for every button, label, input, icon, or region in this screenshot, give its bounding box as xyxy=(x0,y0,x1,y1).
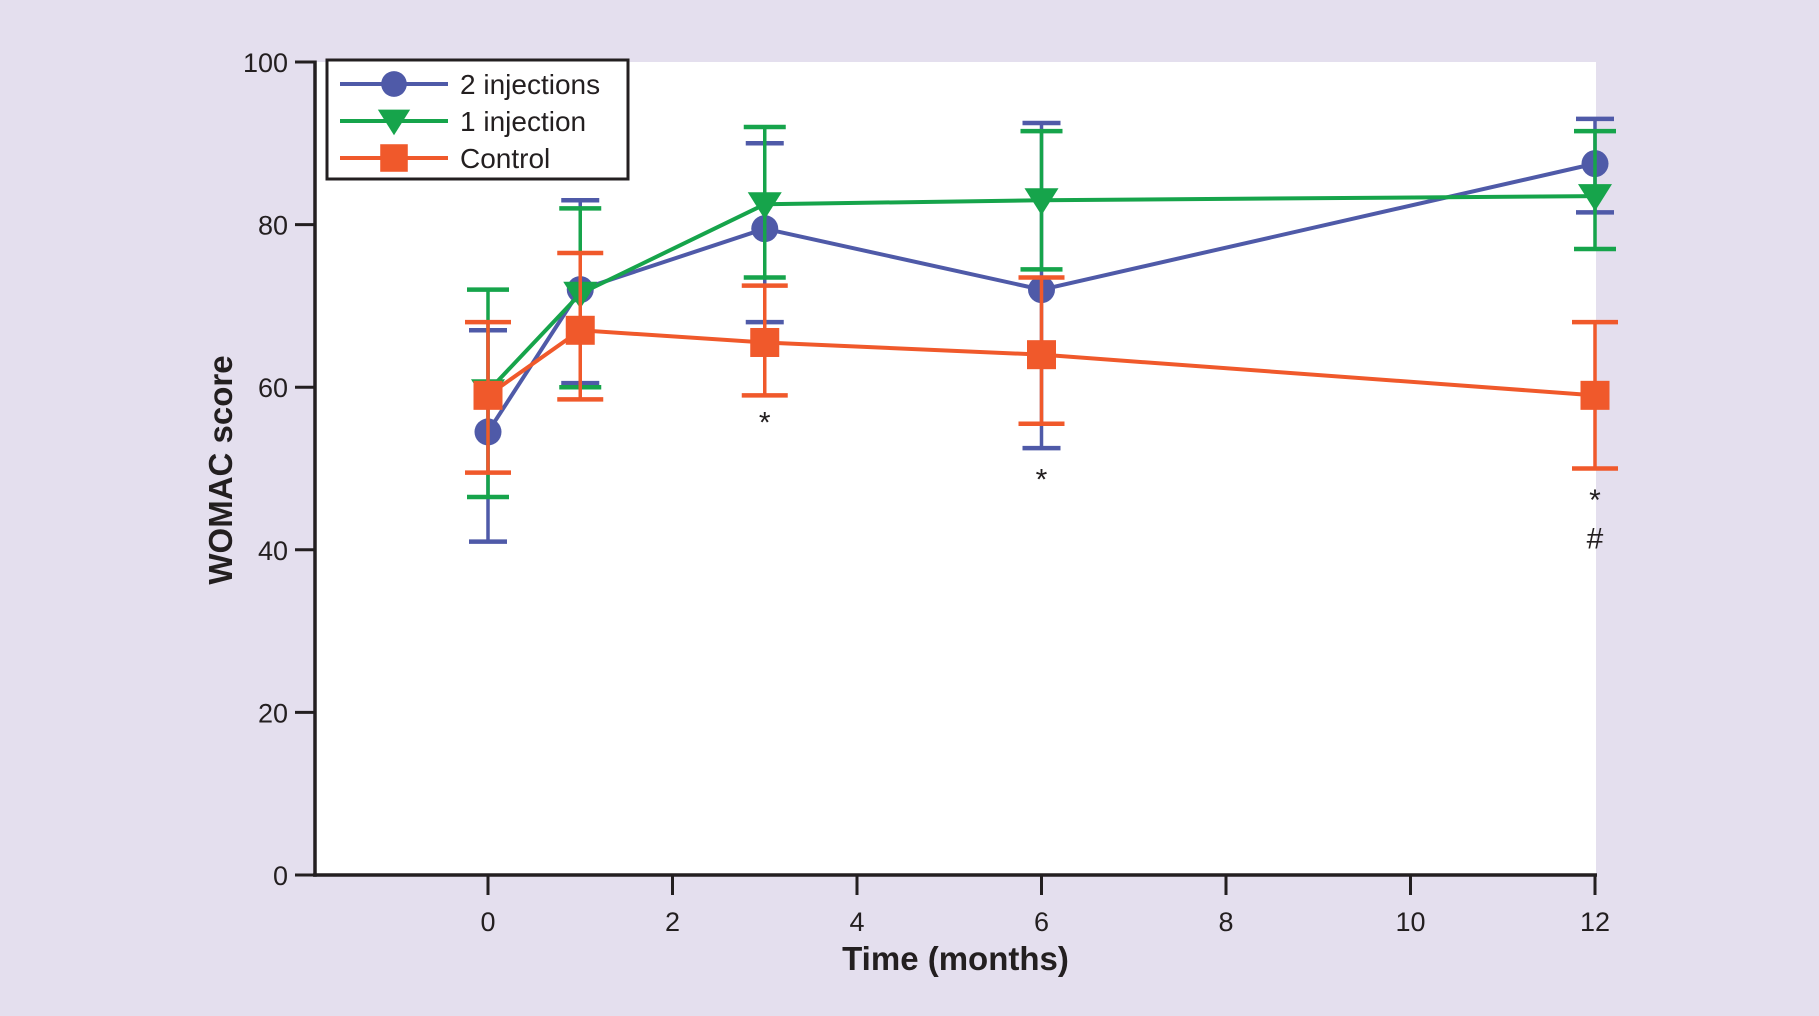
legend: 2 injections 1 injection Control xyxy=(325,58,630,181)
y-tick-label: 40 xyxy=(258,536,288,566)
x-axis-title: Time (months) xyxy=(842,940,1069,977)
legend-label: 1 injection xyxy=(460,106,586,137)
x-tick-label: 8 xyxy=(1218,907,1233,937)
y-axis-title: WOMAC score xyxy=(202,355,239,584)
legend-item: Control xyxy=(340,143,550,174)
annotation-asterisk: * xyxy=(1589,484,1601,517)
marker-square xyxy=(1027,340,1056,370)
marker-triangle-down xyxy=(747,192,782,220)
legend-item: 1 injection xyxy=(340,106,586,137)
plot-area xyxy=(315,62,1596,875)
marker-circle xyxy=(381,71,407,97)
y-tick-label: 20 xyxy=(258,698,288,728)
x-tick-label: 2 xyxy=(665,907,680,937)
annotation-asterisk: * xyxy=(1036,464,1048,497)
series-control xyxy=(465,250,1618,475)
y-tick-label: 100 xyxy=(243,48,288,78)
annotation-hash: # xyxy=(1587,523,1604,556)
marker-square xyxy=(380,144,408,172)
annotation-asterisk: * xyxy=(759,407,771,440)
marker-square xyxy=(750,327,780,357)
legend-item: 2 injections xyxy=(340,69,600,100)
x-tick-label: 4 xyxy=(849,907,864,937)
marker-triangle-down xyxy=(1024,188,1059,216)
x-tick-label: 10 xyxy=(1395,907,1425,937)
legend-label: Control xyxy=(460,143,550,174)
x-tick-label: 6 xyxy=(1034,907,1049,937)
marker-square xyxy=(473,380,503,410)
y-tick-label: 80 xyxy=(258,211,288,241)
marker-square xyxy=(1580,380,1610,410)
marker-triangle-down xyxy=(1578,184,1612,212)
y-tick-label: 60 xyxy=(258,373,288,403)
x-tick-label: 12 xyxy=(1580,907,1610,937)
marker-square xyxy=(565,315,595,345)
marker-triangle-down xyxy=(377,109,411,136)
y-tick-label: 0 xyxy=(273,861,288,891)
x-tick-label: 0 xyxy=(480,907,495,937)
legend-label: 2 injections xyxy=(460,69,600,100)
